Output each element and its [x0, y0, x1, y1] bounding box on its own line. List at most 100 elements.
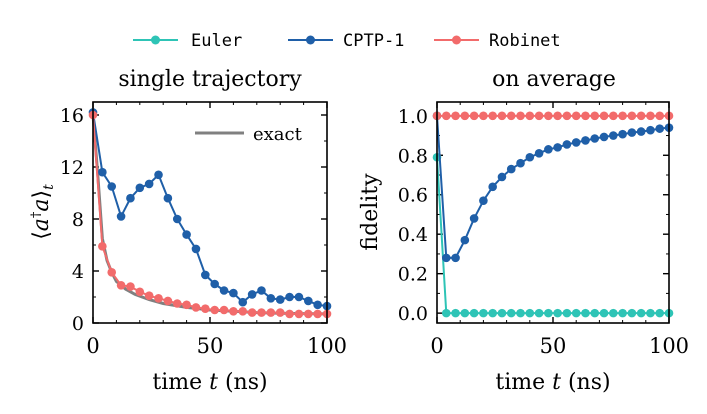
data-point-cptp1 [534, 149, 544, 158]
data-point-robinet [191, 303, 201, 312]
data-point-cptp1 [116, 212, 126, 221]
data-point-euler [497, 308, 507, 318]
data-point-cptp1 [135, 183, 145, 193]
data-point-cptp1 [107, 182, 117, 191]
data-point-cptp1 [285, 292, 294, 302]
data-point-robinet [534, 111, 544, 121]
data-point-cptp1 [451, 253, 460, 263]
data-point-robinet [553, 111, 562, 121]
y-tick-label: 4 [72, 261, 84, 283]
y-tick-label: 0.8 [398, 145, 428, 167]
data-point-cptp1 [219, 286, 229, 295]
tick-labels: 0 50 100 0.0 0.2 0.4 0.6 0.8 1.0 [398, 106, 689, 358]
data-point-cptp1 [618, 129, 627, 139]
data-point-cptp1 [182, 230, 191, 239]
data-point-euler [618, 308, 627, 318]
axes-frame [92, 101, 328, 324]
data-point-euler [469, 308, 479, 318]
y-tick-label: 0.6 [398, 185, 428, 207]
panel-on-average: on average 0 50 100 0.0 0.2 0.4 0.6 0.8 1.0 time… [358, 67, 689, 395]
data-point-euler [525, 308, 535, 318]
legend-entry-robinet: Robinet [434, 31, 561, 51]
legend-label-cptp1: CPTP-1 [343, 31, 404, 51]
data-point-robinet [599, 111, 609, 121]
data-point-robinet [506, 111, 516, 121]
legend-entry-euler: Euler [133, 31, 242, 51]
y-axis-label: fidelity [358, 173, 383, 251]
data-point-euler [479, 308, 488, 318]
data-point-cptp1 [609, 131, 618, 140]
panel-title: on average [492, 67, 616, 92]
data-point-robinet [303, 309, 313, 319]
data-point-robinet [135, 287, 145, 297]
legend-marker-euler [151, 35, 160, 45]
y-tick-label: 8 [72, 209, 84, 231]
data-point-robinet [441, 111, 451, 121]
data-point-robinet [469, 111, 479, 121]
legend-entry-cptp1: CPTP-1 [288, 31, 404, 51]
data-point-cptp1 [571, 138, 581, 147]
data-point-euler [636, 308, 646, 318]
data-point-robinet [646, 111, 655, 121]
data-point-robinet [609, 111, 618, 121]
legend-label-robinet: Robinet [489, 31, 561, 51]
data-point-euler [590, 308, 600, 318]
y-tick-label: 12 [60, 157, 84, 179]
data-point-cptp1 [172, 214, 182, 224]
data-point-cptp1 [599, 132, 609, 142]
plot-area [88, 108, 332, 319]
data-point-cptp1 [590, 134, 600, 143]
legend: Euler CPTP-1 Robinet [133, 31, 561, 51]
x-tick-label: 100 [307, 334, 347, 358]
y-axis-label: ⟨a†a⟩t [29, 184, 57, 240]
data-point-robinet [655, 111, 665, 121]
data-point-cptp1 [266, 294, 276, 303]
data-point-cptp1 [98, 167, 107, 177]
data-point-euler [441, 308, 451, 318]
data-point-cptp1 [201, 270, 210, 280]
data-point-cptp1 [144, 179, 154, 189]
x-tick-label: 100 [649, 334, 689, 358]
data-point-cptp1 [163, 193, 173, 203]
data-point-robinet [219, 305, 229, 315]
data-point-euler [553, 308, 562, 318]
data-point-cptp1 [238, 297, 248, 307]
data-point-cptp1 [525, 152, 535, 162]
data-point-robinet [107, 268, 117, 277]
data-point-robinet [627, 111, 637, 121]
series-line-cptp1 [436, 115, 670, 259]
y-tick-label: 0 [72, 313, 84, 335]
legend-label-euler: Euler [191, 31, 242, 51]
data-point-euler [544, 308, 553, 318]
data-point-robinet [257, 308, 266, 317]
data-point-euler [599, 308, 609, 318]
data-point-cptp1 [303, 296, 313, 306]
data-point-robinet [247, 308, 257, 317]
data-point-cptp1 [646, 125, 655, 135]
data-point-cptp1 [488, 182, 497, 192]
axes-frame [436, 101, 670, 324]
data-point-robinet [451, 111, 460, 121]
y-tick-label: 1.0 [398, 106, 428, 128]
tick-labels: 0 50 100 0 4 8 12 16 [60, 105, 347, 358]
data-point-cptp1 [229, 288, 238, 298]
data-point-robinet [488, 111, 497, 121]
data-point-robinet [294, 309, 304, 319]
data-point-euler [571, 308, 581, 318]
data-point-robinet [182, 300, 191, 310]
x-tick-label: 50 [197, 334, 224, 358]
y-tick-label: 0.0 [398, 303, 428, 325]
data-point-robinet [126, 282, 135, 291]
data-point-robinet [497, 111, 507, 121]
data-point-euler [460, 308, 470, 318]
data-point-cptp1 [294, 292, 304, 302]
data-point-cptp1 [506, 164, 516, 174]
data-point-robinet [590, 111, 600, 121]
x-tick-label: 50 [540, 334, 567, 358]
data-point-cptp1 [497, 172, 507, 182]
y-tick-label: 16 [60, 105, 84, 127]
data-point-cptp1 [469, 214, 479, 223]
y-tick-label: 0.4 [398, 224, 428, 246]
plot-area [432, 111, 674, 318]
